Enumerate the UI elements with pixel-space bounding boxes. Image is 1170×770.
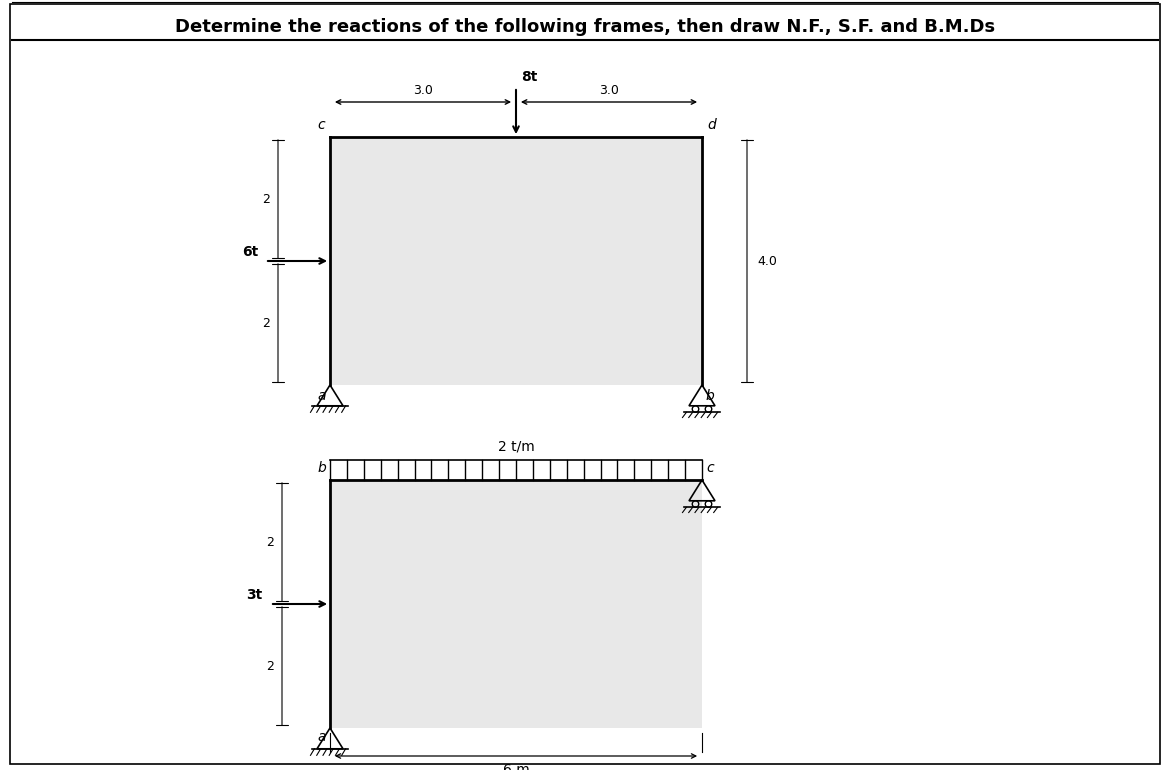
Text: 6 m: 6 m (503, 763, 529, 770)
Text: c: c (706, 461, 714, 475)
Text: a: a (317, 389, 326, 403)
Text: Determine the reactions of the following frames, then draw N.F., S.F. and B.M.Ds: Determine the reactions of the following… (176, 18, 994, 36)
Text: 2: 2 (266, 659, 274, 672)
Text: 2: 2 (266, 535, 274, 548)
Text: b: b (706, 389, 715, 403)
Text: 8t: 8t (521, 70, 537, 84)
Text: 3.0: 3.0 (599, 84, 619, 97)
Text: d: d (707, 118, 716, 132)
Text: 4.0: 4.0 (757, 255, 777, 267)
Polygon shape (330, 480, 702, 728)
Polygon shape (330, 137, 702, 385)
Text: b: b (317, 461, 326, 475)
Text: c: c (317, 118, 325, 132)
Text: a: a (317, 730, 326, 744)
Text: 3.0: 3.0 (413, 84, 433, 97)
Text: 2 t/m: 2 t/m (497, 439, 535, 453)
Text: 2: 2 (262, 316, 270, 330)
Text: 2: 2 (262, 192, 270, 206)
Text: 6t: 6t (242, 245, 259, 259)
Text: 3t: 3t (246, 588, 262, 602)
